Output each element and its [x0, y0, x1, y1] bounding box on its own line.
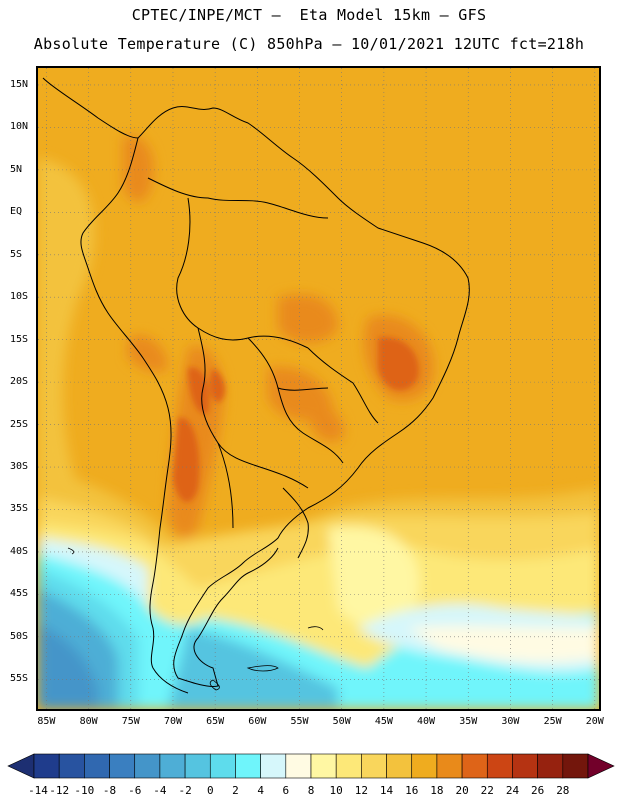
colorbar-swatch [134, 753, 161, 779]
lon-tick-label: 30W [501, 716, 520, 727]
color-legend: -14 -12 -10 -8 -6 -4 -2 0 2 4 6 8 10 12 14 16 18 20 22 24 26… [7, 753, 615, 797]
colorbar-tick-label: 4 [257, 784, 264, 797]
colorbar-tick-label: -6 [128, 784, 141, 797]
colorbar-tick-label: 14 [380, 784, 394, 797]
colorbar-tick-label: 28 [556, 784, 569, 797]
lon-tick-label: 25W [543, 716, 562, 727]
colorbar-swatch [436, 753, 463, 779]
colorbar-tick-label: 22 [481, 784, 494, 797]
colorbar-swatch [310, 753, 337, 779]
colorbar-tick-label: 10 [330, 784, 343, 797]
chart-title-line-1: CPTEC/INPE/MCT – Eta Model 15km – GFS [131, 6, 487, 24]
lat-tick-label: 50S [10, 630, 29, 642]
colorbar-swatch [461, 753, 488, 779]
colorbar-swatch [260, 753, 287, 779]
lon-tick-label: 20W [585, 716, 604, 727]
colorbar-tick-label: 24 [506, 784, 520, 797]
colorbar-tick-label: -4 [153, 784, 167, 797]
colorbar-swatch [361, 753, 387, 779]
lat-tick-label: 20S [10, 376, 29, 388]
colorbar-swatch [335, 753, 362, 779]
colorbar-tick-label: 2 [232, 784, 239, 797]
lat-tick-label: 15N [10, 78, 29, 90]
lon-tick-label: 35W [459, 716, 478, 727]
colorbar-swatch [537, 753, 564, 779]
lat-tick-label: 15S [10, 333, 29, 345]
lat-tick-label: 10N [10, 121, 29, 133]
colorbar-tick-label: 26 [531, 784, 544, 797]
lat-tick-label: EQ [10, 206, 23, 218]
lat-tick-label: 5S [10, 248, 23, 260]
lon-tick-label: 60W [248, 716, 267, 727]
lon-tick-label: 80W [79, 716, 98, 727]
colorbar-swatch [285, 753, 312, 779]
coastlines [42, 77, 470, 694]
colorbar-tick-label: 12 [355, 784, 368, 797]
colorbar-tick-label: 20 [455, 784, 468, 797]
lat-tick-label: 35S [10, 503, 29, 515]
colorbar-tick-label: 0 [207, 784, 214, 797]
colorbar-high-arrow [587, 753, 615, 779]
lat-tick-label: 5N [10, 163, 23, 175]
colorbar-swatch [411, 753, 438, 779]
colorbar-tick-label: -14 [28, 784, 48, 797]
colorbar-tick-label: -2 [178, 784, 191, 797]
lon-tick-label: 65W [206, 716, 225, 727]
lon-tick-label: 55W [290, 716, 309, 727]
lon-tick-label: 75W [121, 716, 140, 727]
graticule [38, 68, 599, 709]
colorbar-swatch [486, 753, 513, 779]
map-canvas [38, 68, 599, 709]
lon-tick-label: 40W [417, 716, 436, 727]
colorbar-swatch [209, 753, 236, 779]
colorbar-swatch [159, 753, 186, 779]
colorbar-swatch [386, 753, 413, 779]
lat-tick-label: 45S [10, 588, 29, 600]
lat-tick-label: 25S [10, 418, 29, 430]
colorbar-tick-label: 6 [283, 784, 290, 797]
hot-spots [173, 337, 419, 502]
lat-tick-label: 10S [10, 291, 29, 303]
lat-tick-label: 30S [10, 461, 29, 473]
colorbar-tick-label: -12 [49, 784, 69, 797]
lon-tick-label: 70W [163, 716, 182, 727]
chart-title-line-2: Absolute Temperature (C) 850hPa – 10/01/… [33, 35, 585, 53]
colorbar-swatch [562, 753, 589, 779]
colorbar-swatch [235, 753, 261, 779]
colorbar-tick-label: 16 [405, 784, 418, 797]
islands [67, 547, 324, 691]
lat-tick-label: 40S [10, 545, 29, 557]
colorbar-swatch [58, 753, 85, 779]
colorbar-low-arrow [7, 753, 35, 779]
colorbar-swatch [33, 753, 60, 779]
lon-tick-label: 85W [37, 716, 56, 727]
temperature-map [36, 66, 601, 711]
temperature-field [38, 135, 599, 709]
lon-tick-label: 50W [332, 716, 351, 727]
lat-tick-label: 55S [10, 673, 29, 685]
lon-tick-label: 45W [374, 716, 393, 727]
colorbar-tick-label: -8 [103, 784, 116, 797]
colorbar-swatch [184, 753, 211, 779]
colorbar-tick-label: 18 [430, 784, 443, 797]
colorbar-swatch [512, 753, 538, 779]
colorbar-tick-label: -10 [74, 784, 94, 797]
colorbar-swatch [109, 753, 136, 779]
colorbar-tick-label: 8 [308, 784, 315, 797]
colorbar-swatch [84, 753, 110, 779]
